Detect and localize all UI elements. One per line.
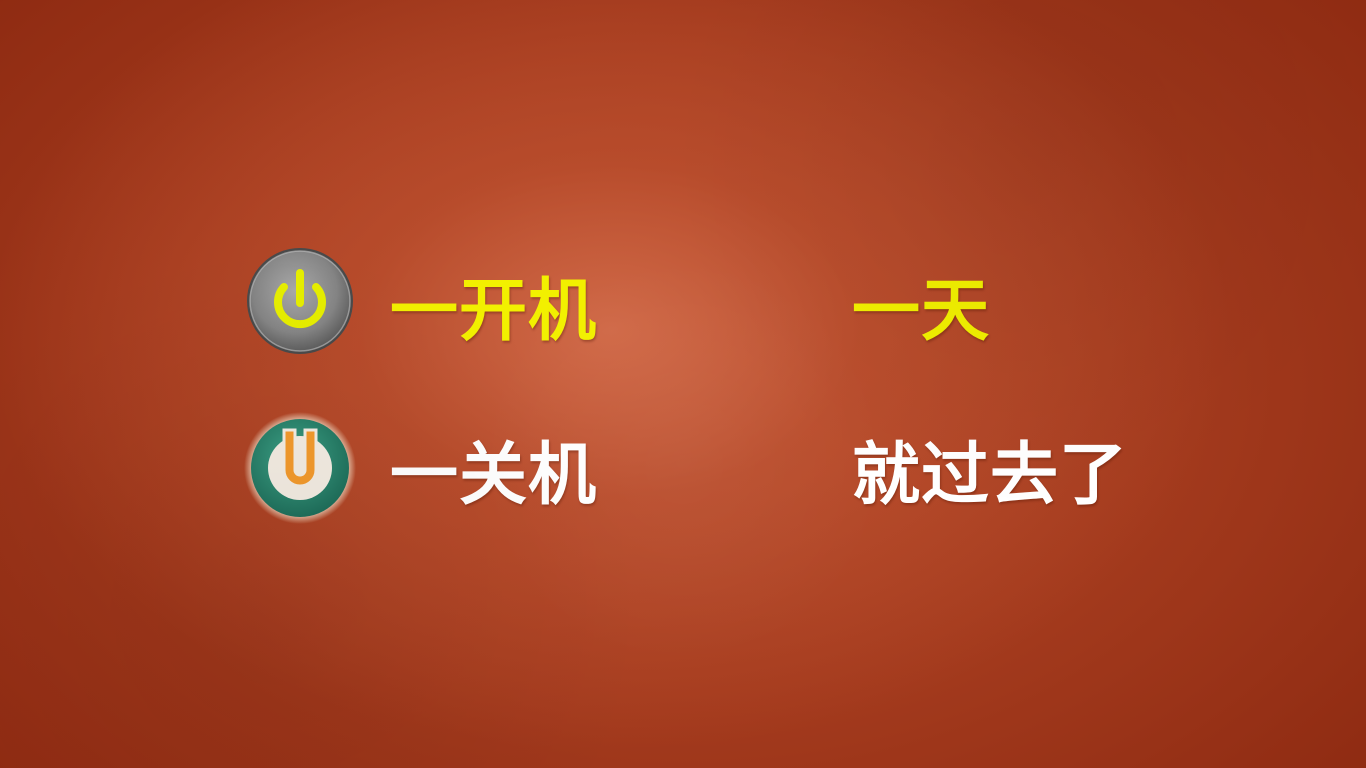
shutdown-text: 一关机 [390, 436, 598, 515]
boot-text: 一开机 [390, 272, 598, 351]
passed-text: 就过去了 [852, 436, 1129, 515]
u-icon [244, 412, 356, 524]
power-icon [244, 245, 356, 357]
one-day-text: 一天 [852, 272, 991, 351]
